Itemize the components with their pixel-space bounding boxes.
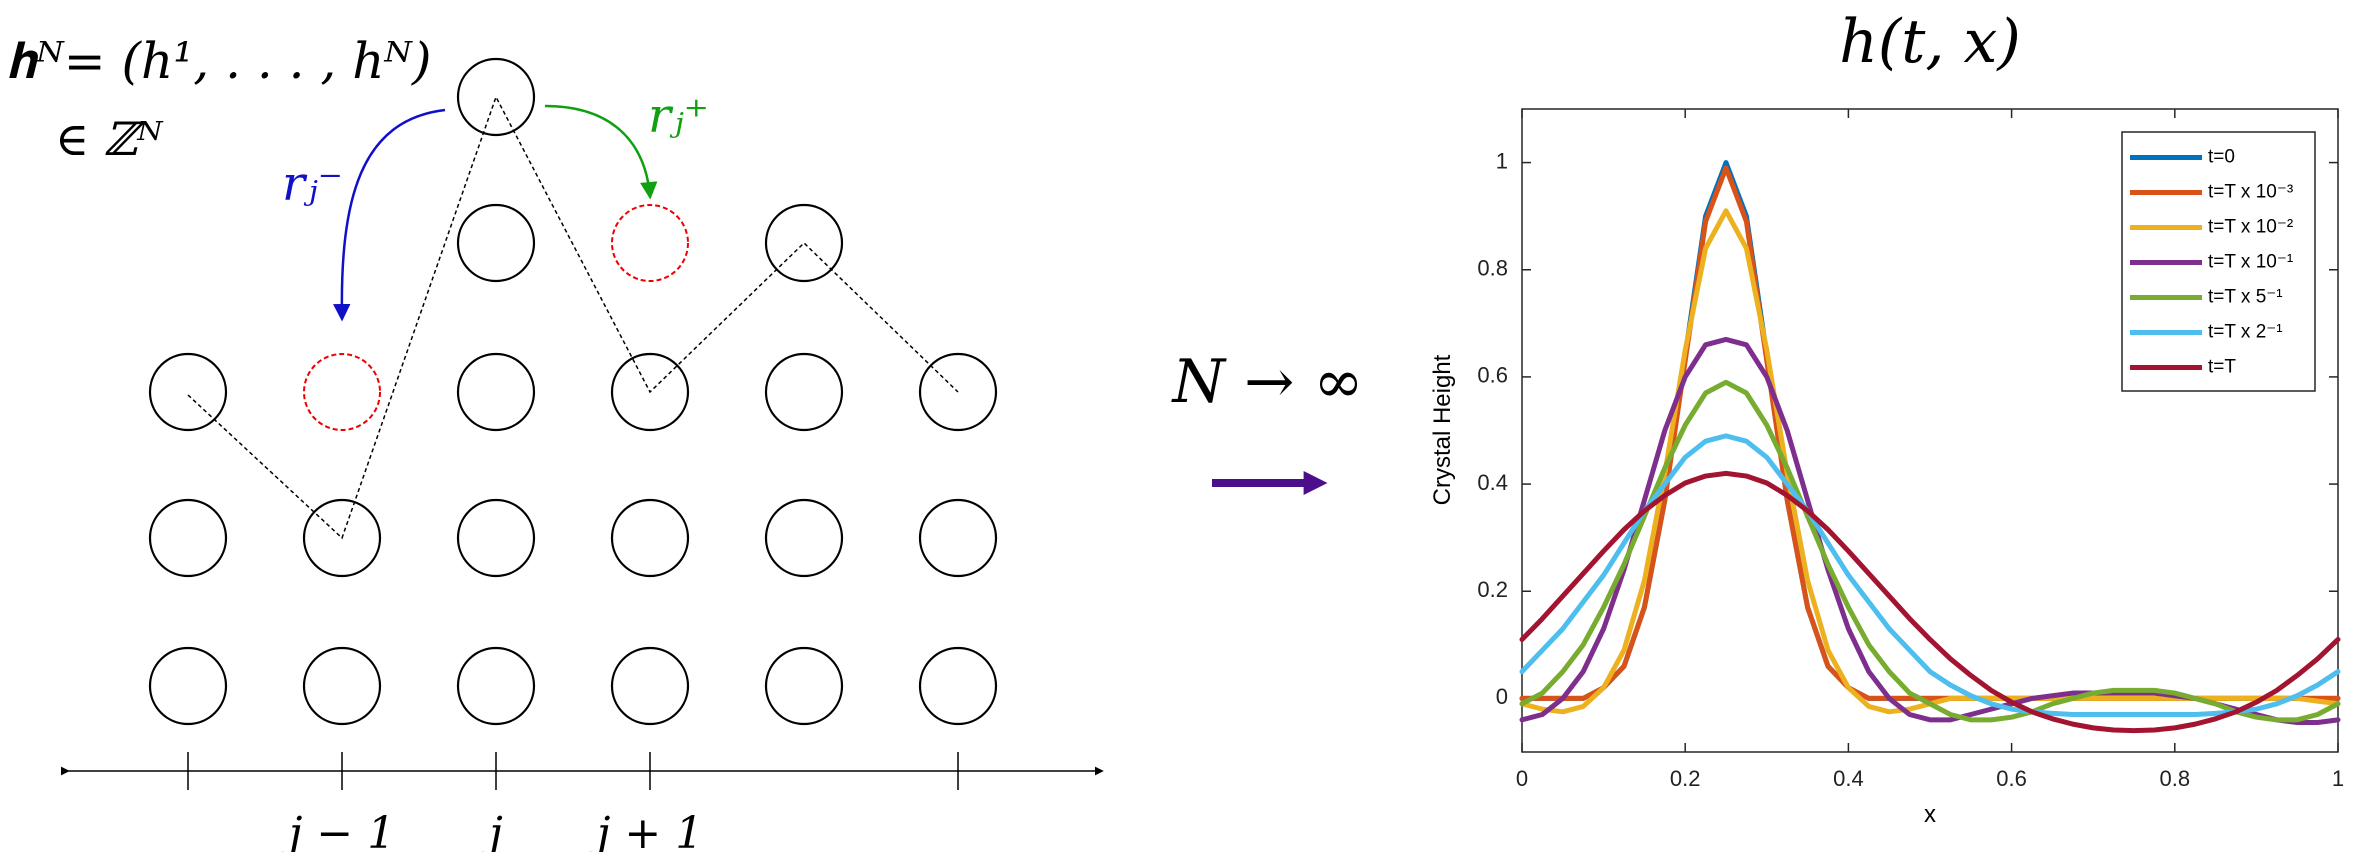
legend-label: t=T x 5⁻¹: [2208, 287, 2283, 308]
y-tick-label: 0.4: [1477, 470, 1508, 495]
particle: [148, 646, 228, 726]
particle: [610, 352, 690, 432]
particle: [456, 646, 536, 726]
x-tick-label: 0.8: [2160, 766, 2191, 791]
particle: [764, 352, 844, 432]
x-tick-label: 0.6: [1996, 766, 2027, 791]
x-tick-label: 0.4: [1833, 766, 1864, 791]
legend-label: t=T x 10⁻³: [2208, 182, 2293, 203]
site-label: j + 1: [588, 808, 703, 852]
particle: [148, 498, 228, 578]
legend-label: t=T x 10⁻²: [2208, 217, 2293, 238]
jump-left-arrow: [333, 108, 446, 322]
particle: [918, 352, 998, 432]
y-tick-label: 0: [1496, 684, 1508, 709]
particle: [918, 646, 998, 726]
x-tick-label: 0: [1516, 766, 1528, 791]
x-axis-label: x: [1924, 801, 1936, 828]
particles: [148, 57, 998, 726]
particle: [764, 646, 844, 726]
rate-minus-label: rⱼ⁻: [282, 156, 343, 212]
site-label: j: [480, 808, 503, 852]
empty-site: [611, 204, 689, 282]
particle: [456, 203, 536, 283]
space-label: ∈ ℤᴺ: [55, 112, 164, 166]
site-label: j − 1: [280, 808, 395, 852]
particle: [610, 498, 690, 578]
empty-site: [303, 353, 381, 431]
site-ticks: [187, 752, 959, 790]
series-line: [1519, 433, 2341, 717]
particle: [302, 646, 382, 726]
particle: [148, 352, 228, 432]
jump-right-arrow: [544, 104, 658, 200]
particle: [456, 57, 536, 137]
particle: [764, 203, 844, 283]
rate-plus-label: rⱼ⁺: [648, 88, 709, 144]
y-tick-label: 0.8: [1477, 256, 1508, 281]
x-tick-label: 0.2: [1670, 766, 1701, 791]
chart: h(t, x) x Crystal Height 0 0.2 0.4 0.6 0.8 1 0…: [1429, 7, 2344, 828]
chart-title: h(t, x): [1839, 7, 2021, 77]
particle: [764, 498, 844, 578]
series-line: [1519, 379, 2341, 723]
legend-label: t=T x 10⁻¹: [2208, 252, 2293, 273]
legend-label: t=T: [2208, 357, 2236, 378]
y-axis-label: Crystal Height: [1429, 354, 1456, 505]
particle: [302, 498, 382, 578]
particle: [456, 498, 536, 578]
y-tick-label: 0.2: [1477, 577, 1508, 602]
particle-diagram: 𝐡ᴺ= (h¹, . . . , hᴺ) ∈ ℤᴺ rⱼ⁻ rⱼ⁺ j − 1 …: [6, 32, 1104, 852]
state-label: 𝐡ᴺ= (h¹, . . . , hᴺ): [6, 32, 431, 90]
particle: [610, 646, 690, 726]
legend-label: t=0: [2208, 147, 2235, 168]
height-profile: [187, 95, 959, 540]
x-tick-label: 1: [2332, 766, 2344, 791]
series-line: [1519, 470, 2341, 734]
limit-label: N → ∞: [1171, 347, 1364, 417]
y-tick-label: 1: [1496, 148, 1508, 173]
particle: [456, 352, 536, 432]
legend-label: t=T x 2⁻¹: [2208, 322, 2283, 343]
particle: [918, 498, 998, 578]
y-tick-label: 0.6: [1477, 363, 1508, 388]
